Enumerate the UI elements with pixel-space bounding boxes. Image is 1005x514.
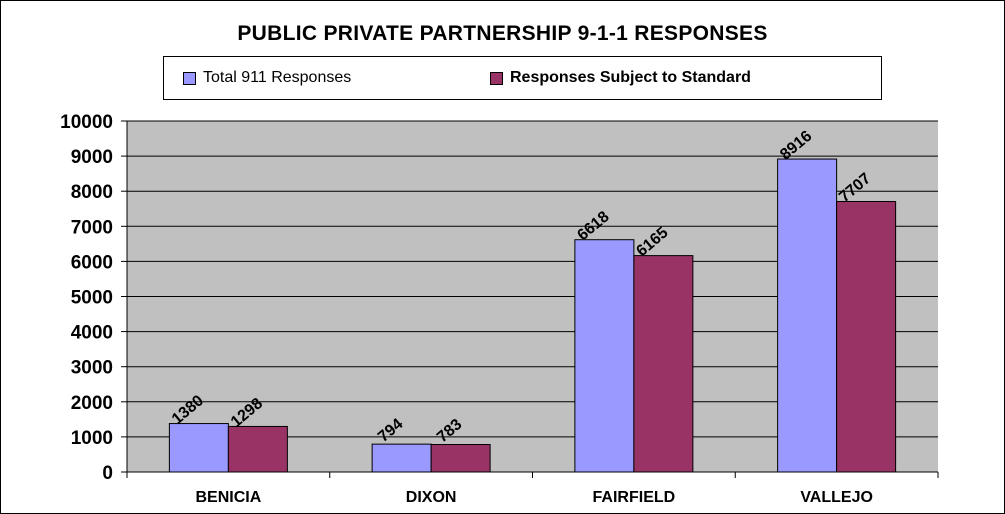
bar [633,255,694,473]
y-tick-label: 9000 [71,147,113,168]
y-tick-label: 4000 [71,323,113,344]
bar [777,158,838,473]
bar [836,200,897,473]
x-tick-label: VALLEJO [800,489,873,506]
x-tick-label: FAIRFIELD [593,489,676,506]
legend-item-subject: Responses Subject to Standard [490,57,751,99]
bar [371,443,432,473]
y-tick-label: 0 [102,463,113,484]
y-tick-label: 5000 [71,288,113,309]
x-tick-label: BENICIA [195,489,261,506]
y-tick-label: 6000 [71,252,113,273]
y-tick-label: 1000 [71,428,113,449]
bar [574,239,635,473]
x-tick-label: DIXON [406,489,457,506]
y-tick-label: 10000 [60,112,113,133]
y-tick-label: 7000 [71,217,113,238]
legend-label-total: Total 911 Responses [203,69,352,86]
y-tick-label: 3000 [71,358,113,379]
chart-title: PUBLIC PRIVATE PARTNERSHIP 9-1-1 RESPONS… [237,22,768,45]
y-tick-label: 2000 [71,393,113,414]
legend-swatch-subject [490,71,503,85]
bar [168,423,229,473]
bar [227,425,288,473]
bar [430,444,491,473]
legend-item-total: Total 911 Responses [183,57,351,99]
chart-legend: Total 911 Responses Responses Subject to… [163,56,882,100]
y-tick-label: 8000 [71,182,113,203]
legend-label-subject: Responses Subject to Standard [510,69,751,86]
legend-swatch-total [183,71,196,85]
